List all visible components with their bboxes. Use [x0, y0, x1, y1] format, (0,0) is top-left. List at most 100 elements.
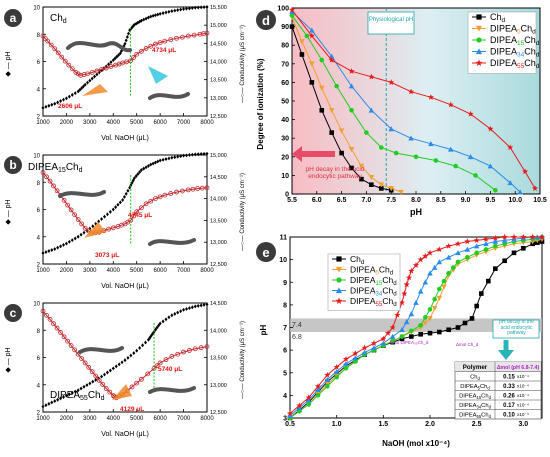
- series-point: [306, 402, 311, 407]
- series-point: [455, 259, 461, 265]
- x-tick-label: 3.0: [518, 421, 528, 428]
- series-point: [349, 108, 354, 113]
- x-tick-label: 5.5: [287, 197, 297, 204]
- y2-tick-label: 13,000: [210, 240, 227, 246]
- series-point: [388, 186, 394, 192]
- ph-point: [185, 307, 188, 311]
- ph-point: [120, 360, 124, 365]
- ph-point: [88, 226, 92, 231]
- conductivity-point: [72, 347, 78, 353]
- ph-point: [141, 343, 145, 348]
- ph-point: [179, 7, 183, 12]
- ph-point: [164, 157, 168, 162]
- x-tick-label: 3000: [83, 268, 97, 274]
- series-point: [464, 246, 471, 252]
- series-point: [403, 281, 410, 288]
- series-point: [403, 319, 410, 325]
- series-point: [454, 240, 462, 247]
- y2-tick-label: 12,500: [210, 114, 227, 120]
- conductivity-point: [153, 41, 158, 47]
- inflection-arrow-icon: [112, 384, 132, 400]
- y2-tick-label: 13,500: [210, 218, 227, 224]
- y-tick-label: 4: [37, 235, 41, 241]
- ph-point: [105, 212, 109, 217]
- x-tick-label: 2000: [60, 416, 74, 422]
- ph-point: [81, 84, 85, 89]
- series-point: [358, 163, 365, 169]
- panel-d-xlabel: pH: [410, 207, 422, 217]
- legend-label-d34: DIPEA34Chd: [350, 286, 397, 298]
- x-tick-label: 8.0: [411, 197, 421, 204]
- ph-point: [116, 202, 120, 207]
- legend-mid: 55: [517, 63, 525, 70]
- conductivity-point: [93, 373, 99, 379]
- series-point: [319, 108, 325, 113]
- panel-b-plot: [40, 151, 210, 256]
- physiological-ph-label: Physiological pH: [369, 17, 413, 23]
- series-point: [401, 290, 408, 297]
- physiological-ph-box: [367, 11, 415, 35]
- panel-a-badge: [4, 9, 22, 27]
- series-point: [492, 238, 499, 244]
- ph-point: [144, 340, 147, 345]
- series-point: [289, 8, 295, 15]
- y2-tick-label: 14,500: [210, 175, 227, 181]
- series-point: [464, 238, 471, 245]
- conductivity-point: [110, 225, 116, 231]
- ph-point: [59, 244, 63, 249]
- table-cell-value: 0.10: [503, 413, 515, 419]
- y-tick-label: 8: [283, 302, 287, 309]
- series-point: [333, 363, 340, 370]
- series-point: [352, 355, 359, 361]
- ph-point: [121, 198, 125, 202]
- ph-point: [108, 209, 112, 214]
- y-tick-label: 9: [283, 280, 287, 287]
- x-tick-label: 5000: [130, 416, 144, 422]
- conductivity-point: [168, 191, 174, 196]
- series-point: [361, 349, 368, 355]
- y-tick-label: 20: [281, 154, 289, 161]
- legend-label-d55: DIPEA55Chd: [490, 58, 540, 70]
- ph-point: [132, 176, 136, 181]
- series-point: [299, 52, 305, 57]
- ph-point: [97, 70, 101, 75]
- series-point: [348, 147, 355, 153]
- ph-point: [123, 41, 127, 46]
- table-cell-value: 0.33: [503, 384, 515, 390]
- table-cell-unit: x10⁻⁴: [517, 412, 529, 417]
- y-tick-label: 5: [283, 370, 287, 377]
- ph-point: [76, 388, 80, 393]
- conductivity-point: [153, 196, 158, 202]
- ph-point: [179, 309, 183, 314]
- legend-name: DIPEA: [350, 286, 376, 296]
- y-tick-label: 10: [33, 154, 40, 160]
- ph-point: [118, 200, 122, 205]
- polymer-chain-icon: [148, 386, 196, 394]
- series-point: [368, 73, 375, 80]
- ph-point: [59, 396, 63, 401]
- polymer-chain-icon: [58, 190, 106, 198]
- ph-point: [62, 395, 65, 399]
- conductivity-point: [72, 212, 78, 218]
- series-point: [408, 311, 415, 317]
- y-tick-label: 80: [281, 43, 289, 50]
- ph-point: [93, 74, 97, 79]
- series-point: [455, 250, 461, 256]
- x-tick-label: 5000: [130, 268, 144, 274]
- series-point: [319, 85, 325, 91]
- series-point: [479, 291, 484, 296]
- conductivity-point: [65, 338, 70, 344]
- x-tick-label: 4000: [107, 120, 121, 126]
- ph-point: [158, 158, 162, 163]
- delta-mol-label-2: Δmol Ch_d: [456, 342, 479, 347]
- polymer-chain-icon: [66, 41, 132, 53]
- panel-d-axes: 5.5 6.0 6.5 7.0 7.5 8.0 8.5 9.0 9.5 10.0 10.5 0 10 20…: [277, 6, 547, 205]
- series-point: [370, 340, 378, 346]
- ph-point: [156, 159, 160, 164]
- conductivity-point: [199, 185, 205, 191]
- conductivity-point: [131, 55, 136, 60]
- ph-point: [187, 6, 191, 11]
- y2-tick-label: 13,000: [210, 383, 227, 389]
- ph-point: [86, 80, 90, 85]
- ph-point: [94, 378, 98, 382]
